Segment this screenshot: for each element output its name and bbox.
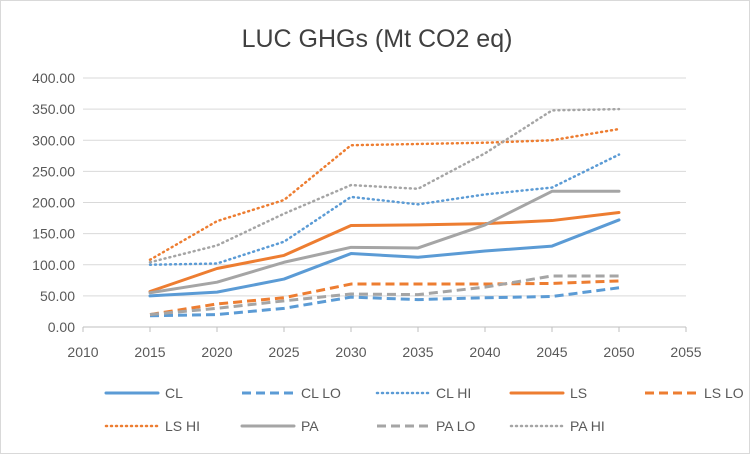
series-line-cl-hi [148,153,621,266]
x-tick-label: 2025 [268,344,299,360]
legend-label: CL [165,385,183,401]
legend-label: PA HI [570,418,605,434]
gridlines [83,77,686,297]
series-line-cl-lo [149,286,620,318]
legend-item: LS [509,385,587,401]
series-line-pa-lo [149,274,619,317]
legend-label: LS [570,385,587,401]
legend-item: PA LO [377,418,476,434]
x-tick-label: 2015 [134,344,165,360]
series-lines [148,107,621,318]
x-tick-label: 2030 [335,344,366,360]
legend-label: PA LO [436,418,476,434]
x-tick-label: 2035 [402,344,433,360]
legend-label: CL LO [301,385,341,401]
legend-item: LS LO [645,385,744,401]
legend-label: LS HI [165,418,200,434]
legend-item: PA HI [509,418,605,434]
y-tick-label: 200.00 [32,195,75,211]
series-line-pa [148,189,621,295]
legend-item: CL [104,385,183,401]
y-tick-label: 300.00 [32,132,75,148]
legend-item: LS HI [104,418,200,434]
chart-title: LUC GHGs (Mt CO2 eq) [242,25,513,53]
legend: CL CL LO CL HI LS LS LO LS HI PA PA LO PA HI [104,385,744,434]
y-tick-label: 100.00 [32,257,75,273]
y-tick-label: 0.00 [48,319,75,335]
legend-item: CL HI [375,385,471,401]
y-tick-label: 350.00 [32,101,75,117]
y-tick-label: 150.00 [32,226,75,242]
x-tick-label: 2010 [67,344,98,360]
legend-label: PA [301,418,319,434]
x-tick-label: 2040 [469,344,500,360]
x-tick-label: 2050 [603,344,634,360]
legend-item: PA [240,418,319,434]
series-line-ls-hi [148,127,621,262]
legend-label: LS LO [704,385,744,401]
y-tick-label: 250.00 [32,163,75,179]
x-tick-label: 2055 [670,344,701,360]
x-tick-label: 2045 [536,344,567,360]
x-tick-label: 2020 [201,344,232,360]
series-line-ls [148,210,621,294]
series-line-ls-lo [149,279,620,317]
series-line-pa-hi [148,107,621,264]
series-line-cl [148,218,621,298]
y-tick-label: 50.00 [40,288,75,304]
legend-label: CL HI [436,385,471,401]
axes: 0.00 50.00 100.00 150.00 200.00 250.00 300.00 3… [32,70,702,360]
legend-item: CL LO [242,385,341,401]
y-tick-label: 400.00 [32,70,75,86]
